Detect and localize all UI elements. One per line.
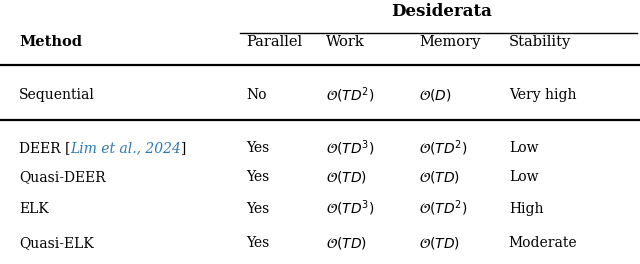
- Text: $\mathcal{O}(TD^2)$: $\mathcal{O}(TD^2)$: [419, 199, 468, 218]
- Text: $\mathcal{O}(TD)$: $\mathcal{O}(TD)$: [326, 235, 367, 251]
- Text: Yes: Yes: [246, 236, 269, 250]
- Text: Lim et al., 2024: Lim et al., 2024: [70, 141, 182, 155]
- Text: $\mathcal{O}(TD)$: $\mathcal{O}(TD)$: [419, 169, 460, 185]
- Text: $\mathcal{O}(TD^3)$: $\mathcal{O}(TD^3)$: [326, 138, 375, 158]
- Text: Yes: Yes: [246, 201, 269, 216]
- Text: $\mathcal{O}(TD^2)$: $\mathcal{O}(TD^2)$: [419, 138, 468, 158]
- Text: High: High: [509, 201, 543, 216]
- Text: Parallel: Parallel: [246, 35, 303, 49]
- Text: Very high: Very high: [509, 88, 576, 102]
- Text: Stability: Stability: [509, 35, 571, 49]
- Text: Moderate: Moderate: [509, 236, 577, 250]
- Text: Method: Method: [19, 35, 82, 49]
- Text: No: No: [246, 88, 267, 102]
- Text: Low: Low: [509, 170, 538, 184]
- Text: Yes: Yes: [246, 170, 269, 184]
- Text: ]: ]: [182, 141, 187, 155]
- Text: Low: Low: [509, 141, 538, 155]
- Text: $\mathcal{O}(D)$: $\mathcal{O}(D)$: [419, 87, 452, 103]
- Text: Desiderata: Desiderata: [391, 3, 492, 20]
- Text: DEER [: DEER [: [19, 141, 70, 155]
- Text: $\mathcal{O}(TD)$: $\mathcal{O}(TD)$: [326, 169, 367, 185]
- Text: Quasi-DEER: Quasi-DEER: [19, 170, 106, 184]
- Text: $\mathcal{O}(TD^2)$: $\mathcal{O}(TD^2)$: [326, 85, 375, 105]
- Text: Sequential: Sequential: [19, 88, 95, 102]
- Text: Work: Work: [326, 35, 365, 49]
- Text: Memory: Memory: [419, 35, 481, 49]
- Text: ELK: ELK: [19, 201, 49, 216]
- Text: $\mathcal{O}(TD^3)$: $\mathcal{O}(TD^3)$: [326, 199, 375, 218]
- Text: Quasi-ELK: Quasi-ELK: [19, 236, 94, 250]
- Text: Yes: Yes: [246, 141, 269, 155]
- Text: $\mathcal{O}(TD)$: $\mathcal{O}(TD)$: [419, 235, 460, 251]
